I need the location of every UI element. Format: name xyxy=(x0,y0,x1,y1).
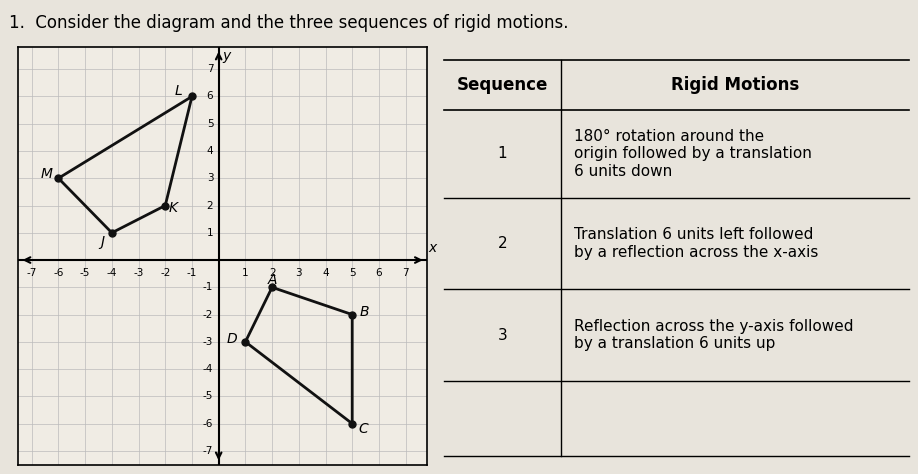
Text: x: x xyxy=(429,241,437,255)
Text: 7: 7 xyxy=(207,64,213,74)
Text: -7: -7 xyxy=(203,446,213,456)
Text: 3: 3 xyxy=(498,328,508,343)
Text: 1: 1 xyxy=(207,228,213,238)
Text: -1: -1 xyxy=(186,268,197,278)
Text: 2: 2 xyxy=(269,268,275,278)
Text: -4: -4 xyxy=(106,268,117,278)
Text: C: C xyxy=(358,422,368,436)
Text: Reflection across the y-axis followed
by a translation 6 units up: Reflection across the y-axis followed by… xyxy=(575,319,854,351)
Text: -2: -2 xyxy=(160,268,171,278)
Text: 7: 7 xyxy=(402,268,409,278)
Text: 2: 2 xyxy=(207,201,213,210)
Text: Translation 6 units left followed
by a reflection across the x-axis: Translation 6 units left followed by a r… xyxy=(575,227,819,260)
Text: 3: 3 xyxy=(296,268,302,278)
Text: D: D xyxy=(227,332,238,346)
Text: Sequence: Sequence xyxy=(457,76,548,94)
Text: -5: -5 xyxy=(203,392,213,401)
Text: -7: -7 xyxy=(27,268,37,278)
Text: Rigid Motions: Rigid Motions xyxy=(670,76,799,94)
Text: K: K xyxy=(169,201,178,215)
Text: 1: 1 xyxy=(242,268,249,278)
Text: 1.  Consider the diagram and the three sequences of rigid motions.: 1. Consider the diagram and the three se… xyxy=(9,14,568,32)
Text: 5: 5 xyxy=(349,268,355,278)
Text: 6: 6 xyxy=(375,268,382,278)
Text: J: J xyxy=(100,235,105,249)
Text: 3: 3 xyxy=(207,173,213,183)
Text: 180° rotation around the
origin followed by a translation
6 units down: 180° rotation around the origin followed… xyxy=(575,129,812,179)
Text: A: A xyxy=(267,273,277,287)
Text: -2: -2 xyxy=(203,310,213,319)
Text: -6: -6 xyxy=(203,419,213,428)
Text: -3: -3 xyxy=(203,337,213,347)
Text: 4: 4 xyxy=(207,146,213,156)
Text: M: M xyxy=(40,167,52,181)
Text: -5: -5 xyxy=(80,268,90,278)
Text: -6: -6 xyxy=(53,268,63,278)
Text: L: L xyxy=(174,84,183,98)
Text: B: B xyxy=(360,305,369,319)
Text: 5: 5 xyxy=(207,118,213,129)
Text: 6: 6 xyxy=(207,91,213,101)
Text: -4: -4 xyxy=(203,364,213,374)
Text: 1: 1 xyxy=(498,146,508,161)
Text: -3: -3 xyxy=(133,268,144,278)
Text: -1: -1 xyxy=(203,283,213,292)
Text: 4: 4 xyxy=(322,268,329,278)
Text: y: y xyxy=(223,49,231,63)
Text: 2: 2 xyxy=(498,236,508,251)
